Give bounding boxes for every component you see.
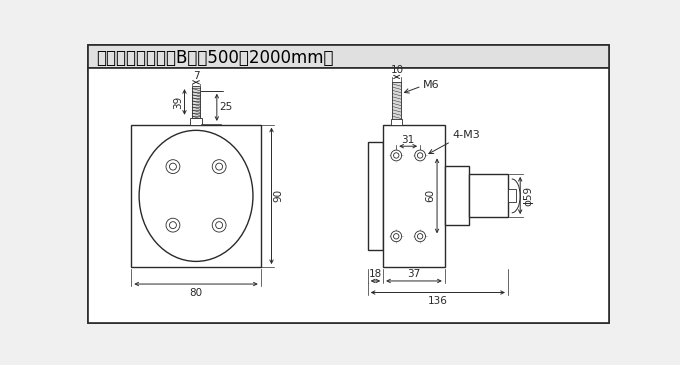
Bar [192, 86, 200, 119]
Circle shape [391, 231, 402, 242]
Text: 39: 39 [173, 95, 183, 108]
Bar [445, 166, 469, 225]
Text: 4-M3: 4-M3 [452, 130, 480, 140]
Circle shape [418, 153, 423, 158]
Circle shape [216, 163, 222, 170]
Text: 37: 37 [407, 269, 420, 280]
Bar [131, 125, 260, 267]
Circle shape [394, 153, 399, 158]
Text: 25: 25 [219, 102, 233, 112]
Text: 90: 90 [274, 189, 284, 203]
Text: 7: 7 [192, 71, 199, 81]
Bar [392, 82, 401, 121]
Circle shape [391, 150, 402, 161]
Text: 136: 136 [428, 296, 447, 306]
Circle shape [216, 222, 222, 228]
Text: 60: 60 [426, 189, 435, 203]
Text: 31: 31 [401, 135, 414, 145]
Bar [508, 189, 515, 203]
Circle shape [169, 222, 176, 228]
Bar [383, 125, 445, 267]
Circle shape [166, 218, 180, 232]
Circle shape [415, 231, 426, 242]
Circle shape [212, 160, 226, 173]
Circle shape [418, 234, 423, 239]
Text: 10: 10 [390, 65, 403, 75]
Circle shape [169, 163, 176, 170]
Circle shape [212, 218, 226, 232]
Text: 拉钢索式结构（中B型：500－2000mm）: 拉钢索式结构（中B型：500－2000mm） [96, 49, 333, 67]
Bar [88, 45, 609, 69]
Text: 18: 18 [369, 269, 382, 280]
Text: M6: M6 [423, 80, 440, 90]
Bar [469, 174, 508, 217]
Bar [391, 119, 403, 125]
Circle shape [394, 234, 399, 239]
Ellipse shape [139, 130, 253, 261]
Circle shape [415, 150, 426, 161]
Text: 80: 80 [190, 288, 203, 298]
Bar [190, 118, 202, 125]
Text: ϕ59: ϕ59 [524, 185, 533, 205]
Bar [368, 142, 383, 250]
Circle shape [166, 160, 180, 173]
